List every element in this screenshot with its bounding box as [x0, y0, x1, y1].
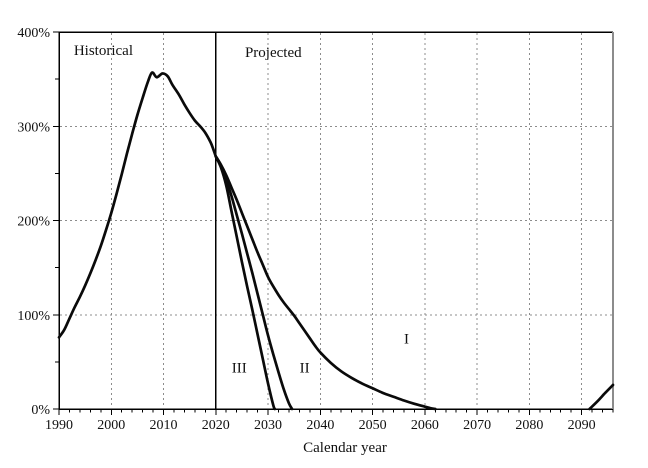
y-axis-label-200: 200% [17, 215, 50, 230]
x-axis-label-2050: 2050 [359, 418, 387, 433]
x-axis-label-2040: 2040 [306, 418, 334, 433]
series-label-ii: II [300, 361, 310, 377]
x-axis-label-2070: 2070 [463, 418, 491, 433]
series-label-iii: III [232, 361, 247, 377]
region-label-projected: Projected [245, 45, 302, 61]
y-axis-label-300: 300% [17, 120, 50, 135]
series-path-iii [214, 155, 277, 411]
x-axis-label-2060: 2060 [411, 418, 439, 433]
x-axis-title: Calendar year [303, 440, 387, 456]
series-path-historical [57, 71, 218, 339]
region-label-historical: Historical [74, 43, 133, 59]
x-axis-label-2090: 2090 [568, 418, 596, 433]
series-path-i-rise-at-end-of-projection-period [588, 383, 615, 411]
x-axis-label-2000: 2000 [97, 418, 125, 433]
series-path-ii [214, 155, 294, 411]
y-axis-label-100: 100% [17, 309, 50, 324]
y-axis-label-0: 0% [31, 403, 50, 418]
x-axis-label-2020: 2020 [202, 418, 230, 433]
x-axis-label-2080: 2080 [515, 418, 543, 433]
y-axis-label-400: 400% [17, 26, 50, 41]
series-path-i [214, 155, 437, 411]
series-label-i: I [404, 331, 409, 347]
x-axis-label-1990: 1990 [45, 418, 73, 433]
x-axis-label-2030: 2030 [254, 418, 282, 433]
x-axis-label-2010: 2010 [150, 418, 178, 433]
